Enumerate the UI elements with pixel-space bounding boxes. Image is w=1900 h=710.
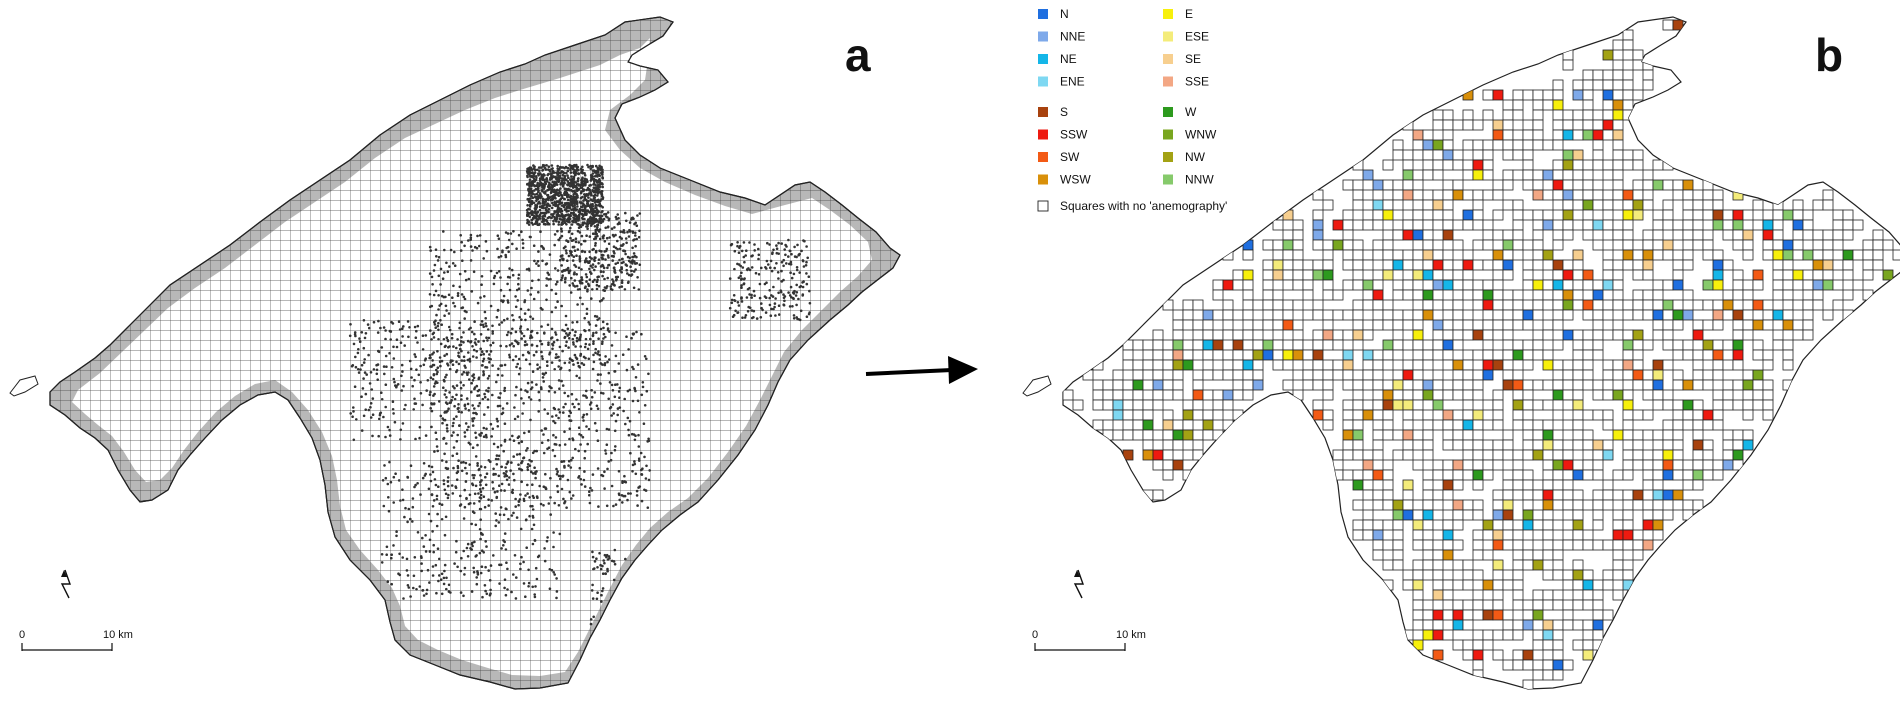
panel-b-scale-distance: 10 km (1116, 629, 1146, 641)
legend-swatch-ene (1038, 76, 1048, 87)
legend-label-no-data: Squares with no 'anemography' (1060, 199, 1227, 213)
legend-label-nw: NW (1185, 150, 1206, 164)
legend-swatch-sse (1163, 76, 1173, 87)
legend-swatch-n (1038, 9, 1048, 19)
legend-swatch-se (1163, 54, 1173, 64)
legend-item-sse: SSE (1163, 75, 1209, 89)
legend-item-nw: NW (1163, 150, 1206, 164)
legend-item-e: E (1163, 7, 1193, 21)
legend-item-ssw: SSW (1038, 128, 1088, 142)
legend-label-wnw: WNW (1185, 128, 1217, 142)
legend-item-ene: ENE (1038, 75, 1085, 89)
legend-label-se: SE (1185, 52, 1201, 66)
panel-a-north-arrow (60, 569, 71, 599)
legend-label-s: S (1060, 105, 1068, 119)
legend-label-sse: SSE (1185, 75, 1209, 89)
panel-b-scale-zero: 0 (1032, 629, 1038, 641)
legend-item-wsw: WSW (1038, 173, 1091, 187)
legend-swatch-wsw (1038, 174, 1048, 185)
panel-a-coastline (49, 16, 901, 690)
panel-b-scale-bar: 0 10 km (1032, 629, 1146, 651)
panel-a-islet (9, 375, 39, 397)
legend-swatch-w (1163, 107, 1173, 117)
legend-item-w: W (1163, 105, 1197, 119)
transition-arrow (865, 356, 978, 384)
legend-label-nne: NNE (1060, 30, 1085, 44)
legend-item-n: N (1038, 7, 1069, 21)
legend-label-wsw: WSW (1060, 173, 1091, 187)
panel-b-north-arrow (1073, 569, 1084, 599)
legend-label-ne: NE (1060, 52, 1077, 66)
panel-a-letter: a (845, 29, 871, 81)
panel-a-grid (50, 17, 900, 689)
legend-swatch-nnw (1163, 174, 1173, 185)
legend-label-sw: SW (1060, 150, 1080, 164)
legend-swatch-nne (1038, 31, 1048, 42)
legend-label-ene: ENE (1060, 75, 1085, 89)
legend-swatch-wnw (1163, 129, 1173, 140)
legend-swatch-ne (1038, 54, 1048, 64)
legend-swatch-no-data (1037, 200, 1049, 212)
panel-b-map: b 0 10 km N NNE NE ENE S SSW SW WSW E ESE SE SSE W WN… (1022, 7, 1900, 690)
panel-a-scale-bar: 0 10 km (19, 629, 133, 651)
legend-item-wnw: WNW (1163, 128, 1217, 142)
panel-b-grid-squares (1063, 19, 1900, 689)
legend-swatch-ssw (1038, 129, 1048, 140)
legend-item-sw: SW (1038, 150, 1080, 164)
legend-label-e: E (1185, 7, 1193, 21)
panel-a-scale-zero: 0 (19, 629, 25, 641)
legend-item-nne: NNE (1038, 30, 1085, 44)
panel-b-islet (1022, 375, 1052, 397)
legend: N NNE NE ENE S SSW SW WSW E ESE SE SSE W WNW NW NNW Squa… (1037, 7, 1227, 213)
panel-b-letter: b (1815, 29, 1843, 81)
legend-item-nnw: NNW (1163, 173, 1214, 187)
panel-a-map: a 0 10 km (9, 16, 901, 690)
legend-swatch-nw (1163, 152, 1173, 162)
panel-a-points (348, 163, 812, 626)
legend-label-w: W (1185, 105, 1197, 119)
legend-label-n: N (1060, 7, 1069, 21)
legend-label-nnw: NNW (1185, 173, 1214, 187)
legend-item-ese: ESE (1163, 30, 1209, 44)
legend-item-se: SE (1163, 52, 1201, 66)
legend-swatch-s (1038, 107, 1048, 117)
legend-item-ne: NE (1038, 52, 1077, 66)
legend-item-s: S (1038, 105, 1068, 119)
legend-swatch-e (1163, 9, 1173, 19)
legend-label-ssw: SSW (1060, 128, 1088, 142)
panel-a-scale-distance: 10 km (103, 629, 133, 641)
legend-swatch-sw (1038, 152, 1048, 162)
legend-swatch-ese (1163, 31, 1173, 42)
legend-label-ese: ESE (1185, 30, 1209, 44)
